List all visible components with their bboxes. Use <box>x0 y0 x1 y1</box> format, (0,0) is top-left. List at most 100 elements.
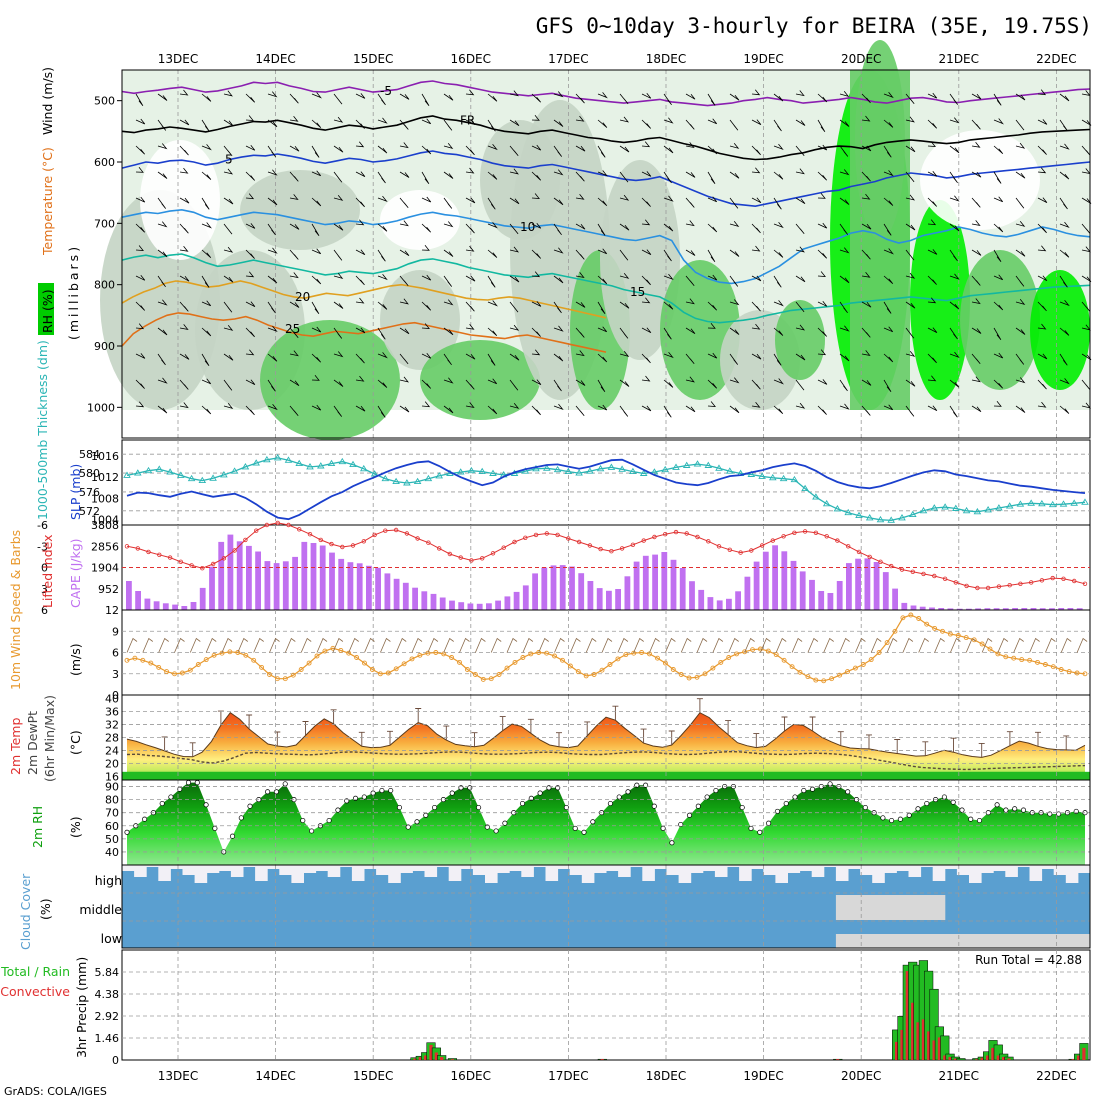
wind-barb <box>663 327 672 340</box>
cape-bar <box>486 603 492 610</box>
wind-barb <box>861 327 871 338</box>
wind-barb <box>311 119 322 129</box>
day-label-bottom: 19DEC <box>743 1069 783 1083</box>
wind10-barb <box>791 637 803 653</box>
wind10-marker <box>156 664 162 670</box>
wind-barb <box>839 145 849 157</box>
wind-barb <box>245 349 255 356</box>
cloud-high-gap <box>521 865 534 877</box>
rh2m-marker <box>616 794 622 800</box>
wind10-barb <box>934 637 945 653</box>
wind10-marker <box>227 649 233 655</box>
wind-barb <box>135 323 145 330</box>
wind10-barb <box>918 637 929 653</box>
thickness-marker <box>1059 500 1068 507</box>
cloud-high-gap <box>702 865 716 871</box>
wind-barb <box>905 272 916 279</box>
wind-barb <box>267 145 276 158</box>
wind-barb <box>509 246 520 253</box>
ytick-cape: 2856 <box>91 540 119 553</box>
cape-bar <box>1076 608 1083 610</box>
wind10-barb <box>158 637 169 653</box>
wind10-barb <box>807 637 819 653</box>
wind-barb <box>993 171 1002 184</box>
wind-barb <box>641 171 652 177</box>
wind-barb <box>179 145 189 156</box>
cloud-high-gap <box>122 865 135 871</box>
wind10-barb <box>744 637 755 653</box>
wind10-marker <box>797 669 803 675</box>
wind10-marker <box>813 677 819 683</box>
ytick-wind: 6 <box>112 647 119 660</box>
li-marker <box>124 544 130 549</box>
wind-barb <box>421 223 432 233</box>
wind-barb <box>333 116 344 123</box>
thickness-marker <box>758 472 766 479</box>
wind10-marker <box>821 678 827 684</box>
rh2m-marker <box>309 828 315 834</box>
cloud-high-gap <box>424 865 438 877</box>
wind-barb <box>1015 171 1026 179</box>
wind10-marker <box>480 676 486 682</box>
wind-barb <box>289 301 300 308</box>
rh2m-marker <box>809 786 816 792</box>
wind-barb <box>817 171 828 181</box>
ytick-cape: 952 <box>98 583 119 596</box>
wind-barb <box>905 93 915 105</box>
cape-bar <box>181 606 188 610</box>
ytick-rh: 50 <box>105 833 119 846</box>
thickness-marker <box>995 504 1003 511</box>
minmax-whisker <box>1063 735 1070 750</box>
cloud-level-middle: middle <box>79 902 122 917</box>
wind-barb <box>465 145 475 156</box>
minmax-whisker <box>274 731 281 746</box>
ylabel-cloud: Cloud Cover <box>18 873 33 950</box>
thickness-marker <box>1081 498 1089 505</box>
wind-barb <box>157 93 168 101</box>
wind-barb <box>905 116 915 123</box>
wind10-marker <box>322 648 328 654</box>
wind-barb <box>883 275 894 285</box>
wind-barb <box>443 327 454 336</box>
wind-barb <box>729 353 739 365</box>
slp-thickness-panel: 584 580 576 572 1016 1012 1008 1004 <box>79 439 1091 527</box>
wind-barb <box>905 171 915 183</box>
wind-barb <box>311 301 320 315</box>
li-marker <box>200 566 205 571</box>
wind-barb <box>553 301 562 314</box>
wind-barb <box>641 197 651 207</box>
wind-barb <box>773 378 784 385</box>
wind10-marker <box>829 676 835 682</box>
precip-conv-bar <box>1007 1058 1011 1060</box>
wind-barb <box>135 379 145 389</box>
cloud-high-gap <box>993 865 1006 871</box>
thickness-marker <box>661 465 669 473</box>
wind10-marker <box>979 641 985 647</box>
rh2m-marker <box>212 825 218 831</box>
wind-barb <box>905 249 915 261</box>
precip-conv-bar <box>450 1059 454 1060</box>
wind-barb <box>817 405 827 415</box>
wind-barb <box>861 145 872 152</box>
wind-barb <box>179 119 190 126</box>
cape-bar <box>412 587 418 610</box>
wind-barb <box>729 327 740 335</box>
wind10-barb <box>269 637 280 653</box>
wind-barb <box>509 223 519 235</box>
rh2m-marker <box>159 800 165 807</box>
precip-conv-bar <box>975 1059 979 1060</box>
ytick-rh: 80 <box>105 794 119 807</box>
wind-barb <box>949 351 960 358</box>
wind-barb <box>553 325 564 332</box>
day-label-top: 17DEC <box>548 52 588 66</box>
thickness-marker <box>1070 499 1078 506</box>
isotherm-line <box>121 80 1091 107</box>
precip-conv-bar <box>911 1002 915 1060</box>
cape-bar <box>1002 608 1009 610</box>
wind10-marker <box>987 646 993 652</box>
ytick-thickness: 572 <box>79 505 100 518</box>
wind-barb <box>729 405 740 414</box>
wind-barb <box>553 379 562 392</box>
wind-barb <box>443 197 453 209</box>
wind10-barb <box>237 637 249 653</box>
